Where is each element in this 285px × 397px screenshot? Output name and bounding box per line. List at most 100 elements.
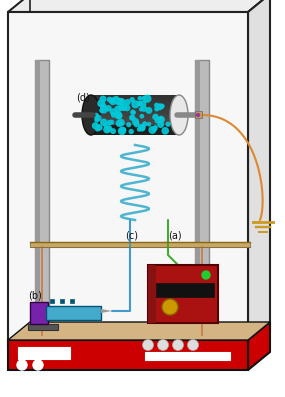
Circle shape <box>98 100 105 107</box>
Circle shape <box>130 115 135 120</box>
Bar <box>91 101 179 103</box>
Text: (c): (c) <box>125 230 138 240</box>
Circle shape <box>17 360 27 370</box>
Circle shape <box>124 105 130 111</box>
Circle shape <box>101 106 107 113</box>
Circle shape <box>115 106 121 112</box>
Bar <box>91 111 179 113</box>
Circle shape <box>155 107 159 111</box>
Circle shape <box>158 116 164 123</box>
Circle shape <box>116 113 122 119</box>
Circle shape <box>133 119 139 124</box>
Circle shape <box>118 99 125 105</box>
Polygon shape <box>8 0 270 12</box>
Bar <box>91 97 179 99</box>
Circle shape <box>138 128 141 131</box>
Circle shape <box>146 108 152 113</box>
Bar <box>35 60 49 335</box>
Circle shape <box>95 127 99 131</box>
Ellipse shape <box>170 95 188 135</box>
Circle shape <box>115 112 122 119</box>
Circle shape <box>162 299 178 315</box>
Circle shape <box>147 123 150 126</box>
Circle shape <box>202 271 210 279</box>
Circle shape <box>106 106 111 111</box>
Circle shape <box>120 127 126 133</box>
Circle shape <box>117 119 124 126</box>
Circle shape <box>110 109 117 115</box>
Bar <box>35 60 40 335</box>
Bar <box>91 115 179 117</box>
Circle shape <box>162 128 168 134</box>
Circle shape <box>94 114 98 118</box>
Circle shape <box>138 96 142 100</box>
Bar <box>30 242 250 247</box>
Circle shape <box>131 110 135 114</box>
Circle shape <box>130 98 134 102</box>
Polygon shape <box>101 309 112 313</box>
Circle shape <box>101 119 107 125</box>
Circle shape <box>110 98 114 103</box>
Bar <box>70 299 74 303</box>
Circle shape <box>116 121 122 126</box>
Bar <box>195 111 202 118</box>
Text: (a): (a) <box>168 230 182 240</box>
Bar <box>156 283 214 297</box>
Circle shape <box>100 108 104 112</box>
Circle shape <box>155 118 160 123</box>
Bar <box>91 103 179 105</box>
Circle shape <box>111 113 116 117</box>
Bar <box>91 117 179 119</box>
Bar <box>148 265 218 323</box>
Polygon shape <box>8 322 270 340</box>
Circle shape <box>100 96 106 102</box>
Circle shape <box>139 108 143 111</box>
Circle shape <box>139 125 145 131</box>
Circle shape <box>95 118 99 122</box>
Circle shape <box>154 126 157 129</box>
Circle shape <box>111 129 115 133</box>
Circle shape <box>101 103 105 108</box>
Circle shape <box>158 339 168 351</box>
Circle shape <box>138 102 142 106</box>
Circle shape <box>144 95 151 102</box>
Polygon shape <box>248 0 270 348</box>
Polygon shape <box>248 322 270 370</box>
Circle shape <box>93 123 98 129</box>
Circle shape <box>140 126 144 131</box>
Text: (b): (b) <box>28 290 42 300</box>
Circle shape <box>110 120 113 124</box>
Circle shape <box>107 97 112 102</box>
Bar <box>195 60 200 335</box>
Bar <box>148 265 156 323</box>
Circle shape <box>172 339 184 351</box>
Bar <box>91 107 179 109</box>
Circle shape <box>134 122 139 127</box>
Circle shape <box>95 115 101 121</box>
Bar <box>50 299 54 303</box>
Circle shape <box>158 122 163 127</box>
Circle shape <box>121 104 127 110</box>
Bar <box>30 302 48 324</box>
Circle shape <box>166 122 170 126</box>
Circle shape <box>115 98 120 104</box>
Bar <box>8 12 248 348</box>
Circle shape <box>97 125 102 130</box>
Circle shape <box>107 121 111 125</box>
Circle shape <box>104 127 110 133</box>
Bar <box>91 113 179 115</box>
Bar <box>60 299 64 303</box>
Circle shape <box>106 126 111 131</box>
Bar <box>91 99 179 101</box>
Bar <box>91 123 179 125</box>
Circle shape <box>142 96 146 100</box>
Circle shape <box>188 339 198 351</box>
Circle shape <box>119 105 124 110</box>
Circle shape <box>104 123 107 127</box>
Circle shape <box>140 101 146 107</box>
Circle shape <box>196 114 199 116</box>
Circle shape <box>155 103 158 107</box>
Circle shape <box>33 360 43 370</box>
Bar <box>91 109 179 111</box>
Bar <box>91 119 179 121</box>
